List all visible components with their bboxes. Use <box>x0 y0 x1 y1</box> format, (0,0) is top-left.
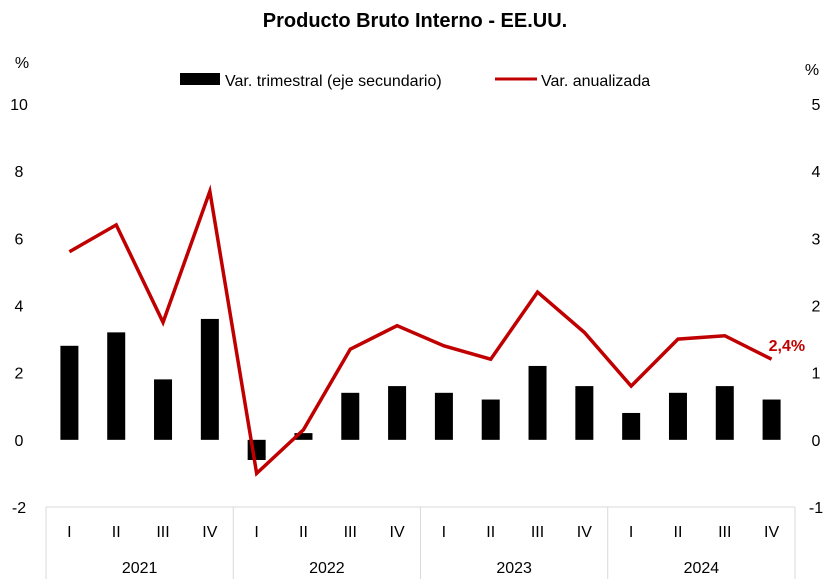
legend-label-bar: Var. trimestral (eje secundario) <box>225 73 442 90</box>
bar-series <box>60 318 781 460</box>
year-label: 2021 <box>122 560 158 577</box>
bar <box>341 392 360 440</box>
bar <box>434 392 453 440</box>
bar <box>668 392 687 440</box>
left-tick-label: 8 <box>15 164 24 181</box>
legend-label-line: Var. anualizada <box>541 73 650 90</box>
quarter-label: III <box>531 524 544 541</box>
bar <box>60 345 79 440</box>
quarter-label: I <box>442 524 446 541</box>
legend: Var. trimestral (eje secundario) Var. an… <box>180 73 650 90</box>
quarter-label: I <box>629 524 633 541</box>
left-tick-label: 0 <box>15 433 24 450</box>
left-tick-label: 6 <box>15 231 24 248</box>
quarter-label: III <box>156 524 169 541</box>
right-tick-label: 3 <box>812 231 821 248</box>
left-axis-unit: % <box>15 55 29 72</box>
bar <box>294 433 313 440</box>
year-label: 2023 <box>496 560 532 577</box>
left-tick-label: 10 <box>10 97 28 114</box>
left-tick-label: 2 <box>15 366 24 383</box>
legend-swatch-bar <box>180 73 220 85</box>
quarter-label: IV <box>764 524 779 541</box>
quarter-label: II <box>299 524 308 541</box>
quarter-label: I <box>67 524 71 541</box>
year-label: 2024 <box>684 560 720 577</box>
bar <box>388 386 407 440</box>
right-tick-label: 1 <box>812 366 821 383</box>
quarter-label: II <box>674 524 683 541</box>
quarter-label: I <box>254 524 258 541</box>
quarter-label: III <box>718 524 731 541</box>
quarter-label: II <box>486 524 495 541</box>
bar <box>528 365 547 440</box>
bar <box>575 386 594 440</box>
bar <box>762 399 781 440</box>
left-tick-label: 4 <box>15 299 24 316</box>
right-axis-ticks: -1 0 1 2 3 4 5 <box>809 97 823 517</box>
quarter-label: II <box>112 524 121 541</box>
chart-title: Producto Bruto Interno - EE.UU. <box>263 10 567 32</box>
right-tick-label: -1 <box>809 500 823 517</box>
quarter-label: III <box>344 524 357 541</box>
quarter-label: IV <box>577 524 592 541</box>
right-tick-label: 5 <box>812 97 821 114</box>
bar <box>200 318 219 440</box>
right-tick-label: 0 <box>812 433 821 450</box>
quarter-label: IV <box>202 524 217 541</box>
last-value-label: 2,4% <box>769 338 805 355</box>
bar <box>154 379 173 440</box>
right-axis-unit: % <box>805 62 819 79</box>
year-label: 2022 <box>309 560 345 577</box>
bar <box>715 386 734 440</box>
bar <box>107 332 126 440</box>
left-axis-ticks: -2 0 2 4 6 8 10 <box>10 97 28 517</box>
quarter-label: IV <box>390 524 405 541</box>
right-tick-label: 2 <box>812 299 821 316</box>
line-series <box>68 184 773 477</box>
line-path <box>68 184 773 477</box>
bar <box>622 412 641 440</box>
bar <box>481 399 500 440</box>
right-tick-label: 4 <box>812 164 821 181</box>
left-tick-label: -2 <box>12 500 26 517</box>
